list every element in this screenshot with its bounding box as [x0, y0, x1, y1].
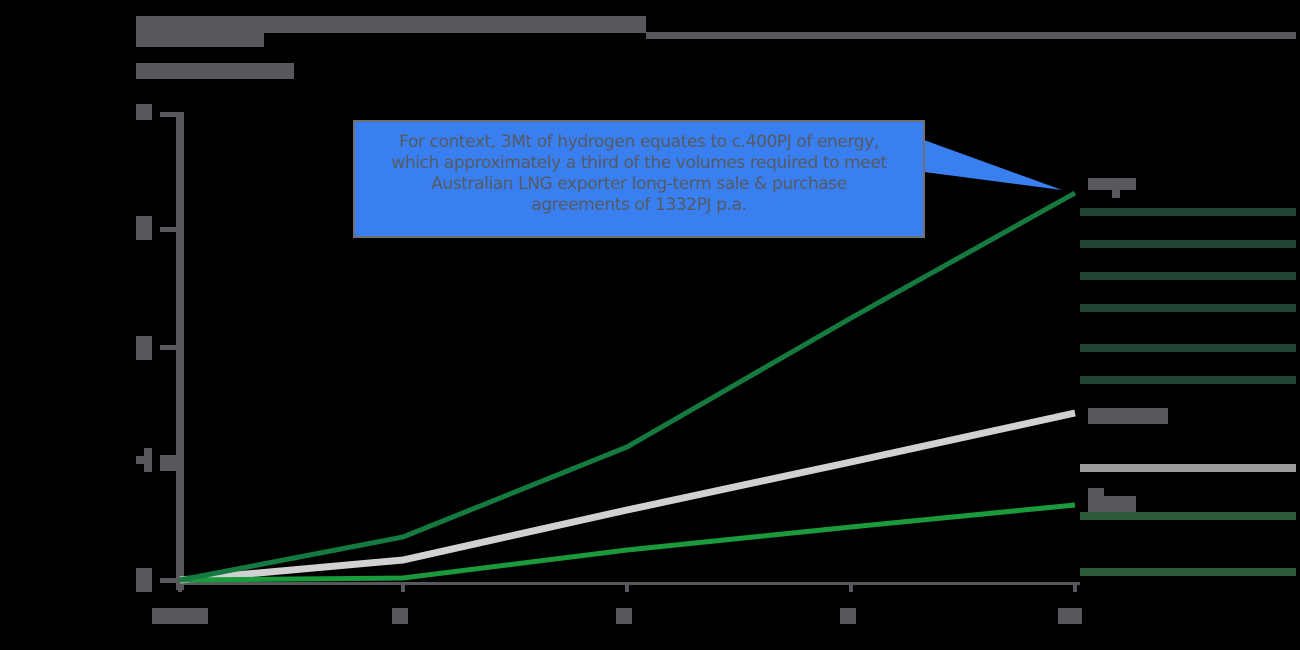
- x-tick-labels: [152, 608, 1082, 624]
- series-high-line: [179, 190, 1077, 583]
- callout-line-1: For context, 3Mt of hydrogen equates to …: [399, 132, 879, 152]
- series-low-line: [179, 502, 1076, 583]
- background-bands: [1080, 208, 1296, 576]
- callout-line-4: agreements of 1332PJ p.a.: [531, 195, 747, 215]
- series-label-high: [1088, 178, 1136, 198]
- series-label-low: [1088, 488, 1136, 512]
- x-axis: [176, 582, 1080, 592]
- y-axis: [160, 112, 184, 590]
- title-bar-extension: [646, 32, 1296, 39]
- series-medium-line: [179, 409, 1076, 584]
- callout-line-3: Australian LNG exporter long-term sale &…: [431, 174, 847, 194]
- callout-pointer: [924, 140, 1062, 190]
- chart-subtitle: [136, 33, 264, 47]
- title-gap: [175, 56, 215, 63]
- callout-line-2: which approximately a third of the volum…: [391, 153, 887, 173]
- series-label-medium: [1088, 408, 1168, 424]
- y-tick-labels: [136, 104, 152, 592]
- chart-units-label: [136, 63, 294, 79]
- chart-title: [136, 16, 646, 33]
- title-gap: [230, 56, 245, 63]
- annotation-callout: For context, 3Mt of hydrogen equates to …: [353, 120, 925, 238]
